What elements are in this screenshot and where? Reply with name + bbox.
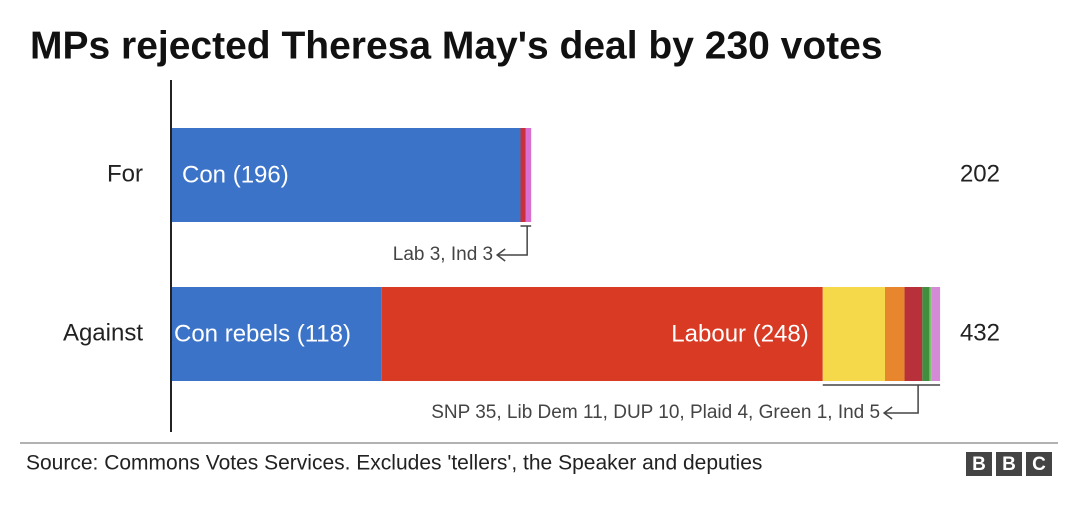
bar-segment	[172, 287, 382, 381]
segment-label: Con (196)	[182, 161, 289, 188]
segment-label: Labour (248)	[671, 320, 808, 347]
bar-segment	[520, 128, 526, 222]
bar-segment	[904, 287, 923, 381]
note-bracket	[822, 384, 941, 420]
bar-segment	[922, 287, 930, 381]
note: Lab 3, Ind 3	[393, 244, 493, 265]
category-label: Against	[63, 319, 143, 346]
logo-box	[1026, 452, 1052, 476]
logo-box	[966, 452, 992, 476]
source: Source: Commons Votes Services. Excludes…	[26, 452, 762, 475]
bar-segment	[931, 287, 941, 381]
category-label: For	[107, 160, 143, 187]
bar-segment	[929, 287, 932, 381]
logo-box	[996, 452, 1022, 476]
bar-segment	[172, 128, 521, 222]
segment-label: Con rebels (118)	[174, 320, 351, 347]
logo-letter: C	[1032, 454, 1046, 475]
note: SNP 35, Lib Dem 11, DUP 10, Plaid 4, Gre…	[431, 402, 880, 423]
chart-title: MPs rejected Theresa May's deal by 230 v…	[30, 24, 883, 67]
logo-letter: B	[1002, 454, 1016, 475]
bar-segment	[822, 287, 885, 381]
total-label: 202	[960, 160, 1000, 187]
note-bracket	[495, 225, 532, 262]
total-label: 432	[960, 319, 1000, 346]
bar-segment	[884, 287, 905, 381]
logo-letter: B	[972, 454, 986, 475]
bar-segment	[381, 287, 823, 381]
bar-segment	[525, 128, 532, 222]
